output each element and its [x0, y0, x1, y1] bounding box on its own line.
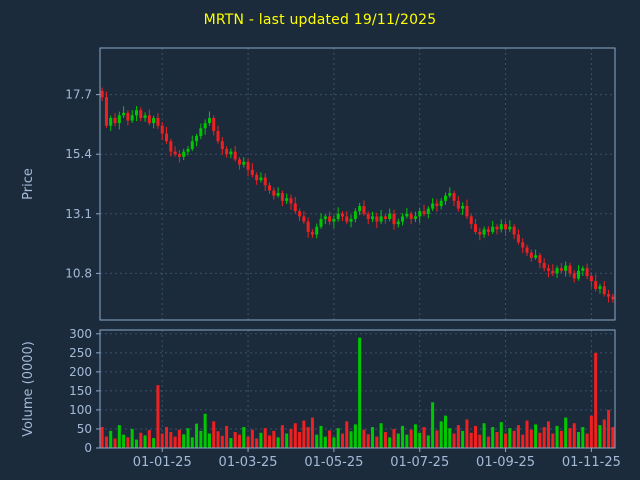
price-axis-label: Price — [21, 168, 36, 200]
tick-labels: 17.7 15.4 13.1 10.8 0 50 100 150 200 250 300 01-01-… — [65, 88, 621, 470]
svg-text:17.7: 17.7 — [65, 88, 92, 102]
candlesticks — [100, 87, 615, 303]
svg-text:150: 150 — [69, 384, 92, 398]
chart-title: MRTN - last updated 19/11/2025 — [203, 12, 437, 28]
svg-text:01-01-25: 01-01-25 — [133, 455, 192, 470]
svg-text:300: 300 — [69, 327, 92, 341]
grid-lines — [100, 48, 615, 448]
axis-frames — [99, 47, 616, 449]
svg-text:15.4: 15.4 — [65, 147, 92, 161]
svg-text:200: 200 — [69, 365, 92, 379]
axis-titles: Price Volume (0000) — [21, 168, 36, 437]
svg-text:13.1: 13.1 — [65, 207, 92, 221]
svg-text:01-09-25: 01-09-25 — [476, 455, 535, 470]
svg-text:10.8: 10.8 — [65, 266, 92, 280]
svg-text:250: 250 — [69, 346, 92, 360]
svg-text:50: 50 — [77, 422, 92, 436]
volume-bars — [100, 337, 615, 448]
svg-text:01-11-25: 01-11-25 — [562, 455, 621, 470]
svg-text:01-05-25: 01-05-25 — [304, 455, 363, 470]
volume-axis-label: Volume (0000) — [21, 341, 36, 437]
svg-text:0: 0 — [84, 441, 92, 455]
svg-text:01-03-25: 01-03-25 — [219, 455, 278, 470]
svg-text:01-07-25: 01-07-25 — [390, 455, 449, 470]
svg-text:100: 100 — [69, 403, 92, 417]
